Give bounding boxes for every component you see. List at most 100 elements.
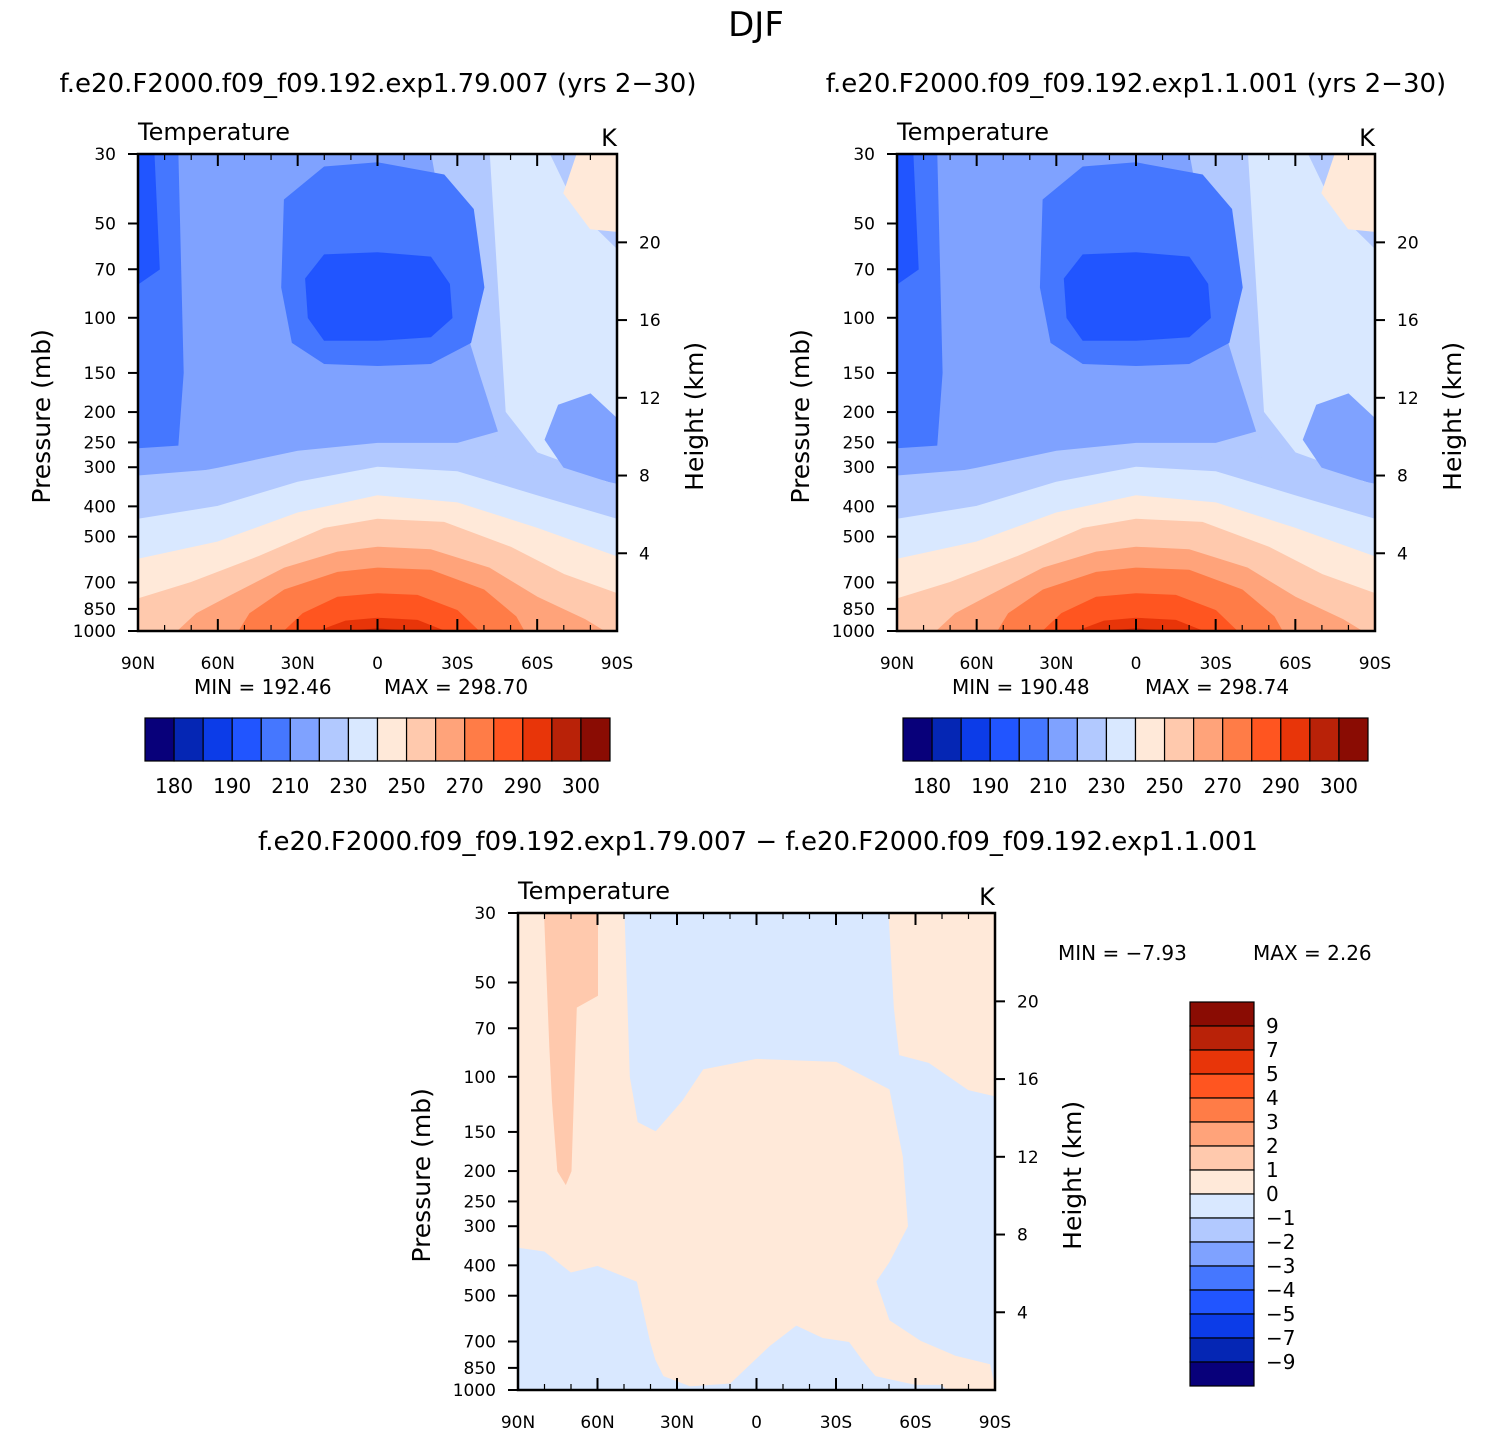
x-tick-label: 90S (601, 654, 633, 674)
x-tick-label: 30S (820, 1413, 852, 1433)
colorbar-box (902, 717, 933, 762)
colorbar-label: −5 (1266, 1302, 1295, 1326)
x-tick-label: 60N (959, 654, 993, 674)
colorbar-box (1047, 717, 1078, 762)
panel-units: K (979, 883, 996, 911)
y-tick-label: 850 (464, 1359, 496, 1379)
contour-level-9-3 (518, 913, 598, 1186)
y-tick-label: 70 (853, 260, 875, 280)
colorbar-box (1309, 717, 1340, 762)
x-tick-label: 90S (979, 1413, 1011, 1433)
panel-title: Temperature (896, 118, 1049, 146)
colorbar-label: 5 (1266, 1062, 1279, 1086)
height-tick-label: 8 (1017, 1226, 1028, 1246)
x-tick-label: 30N (1039, 654, 1073, 674)
colorbar-box (1134, 717, 1166, 762)
colorbar-box (144, 717, 175, 762)
colorbar-label: 2 (1266, 1134, 1279, 1158)
x-tick-label: 30N (280, 654, 314, 674)
height-tick-label: 8 (639, 467, 650, 487)
right-panel-subtitle: f.e20.F2000.f09_f09.192.exp1.1.001 (yrs … (826, 69, 1446, 99)
colorbar-box (1189, 1313, 1255, 1339)
y-tick-label: 30 (853, 145, 875, 165)
left-panel-subtitle: f.e20.F2000.f09_f09.192.exp1.79.007 (yrs… (60, 69, 697, 99)
colorbar-label: −2 (1266, 1230, 1295, 1254)
colorbar-box (493, 717, 524, 762)
y-tick-label: 1000 (73, 622, 116, 642)
y-tick-label: 50 (94, 214, 116, 234)
x-tick-label: 90S (1359, 654, 1391, 674)
y-tick-label: 200 (464, 1162, 496, 1182)
y-tick-label: 1000 (832, 622, 875, 642)
colorbar-label: 290 (504, 774, 542, 798)
y-tick-label: 700 (84, 573, 116, 593)
colorbar-box (1193, 717, 1224, 762)
x-tick-label: 30S (1199, 654, 1231, 674)
height-tick-label: 12 (639, 389, 661, 409)
colorbar-label: 210 (271, 774, 309, 798)
colorbar-box (260, 717, 291, 762)
colorbar-box (522, 717, 553, 762)
colorbar-label: 1 (1266, 1158, 1279, 1182)
difference-panel-subtitle: f.e20.F2000.f09_f09.192.exp1.79.007 − f.… (258, 827, 1258, 857)
height-tick-label: 20 (1017, 992, 1039, 1012)
colorbar-box (1018, 717, 1049, 762)
y-tick-label: 100 (843, 309, 875, 329)
colorbar-box (989, 717, 1020, 762)
contour-level-8-4 (563, 154, 617, 232)
colorbar-box (1222, 717, 1253, 762)
colorbar-box (376, 717, 408, 762)
colorbar-box (960, 717, 991, 762)
colorbar-label: 7 (1266, 1038, 1279, 1062)
y-axis-label: Pressure (mb) (786, 329, 815, 503)
contour-level-5-5 (1302, 393, 1375, 485)
panel-title: Temperature (137, 118, 290, 146)
min-value-text: MIN = −7.93 (1058, 941, 1187, 965)
max-value-text: MAX = 298.74 (1145, 675, 1289, 699)
colorbar-box (1076, 717, 1108, 762)
y-tick-label: 300 (464, 1217, 496, 1237)
contour-field (897, 154, 1375, 631)
height-tick-label: 20 (1397, 233, 1419, 253)
colorbar-box (435, 717, 466, 762)
colorbar-label: 300 (562, 774, 600, 798)
panel-units: K (1359, 124, 1376, 152)
colorbar: 180 190 210 230 250 270 290 300 (144, 717, 611, 798)
max-value-text: MAX = 2.26 (1253, 941, 1372, 965)
height-axis-label: Height (km) (680, 342, 709, 491)
colorbar-label: 3 (1266, 1110, 1279, 1134)
colorbar-box (318, 717, 350, 762)
colorbar-box (347, 717, 379, 762)
y-tick-label: 500 (84, 528, 116, 548)
colorbar-label: 230 (1087, 774, 1125, 798)
colorbar-box (173, 717, 204, 762)
colorbar-label: 0 (1266, 1182, 1279, 1206)
contour-level-8-1 (518, 913, 995, 1390)
height-tick-label: 20 (639, 233, 661, 253)
colorbar-box (231, 717, 262, 762)
x-tick-label: 60S (1279, 654, 1311, 674)
colorbar-box (1189, 1121, 1255, 1147)
height-tick-label: 4 (639, 544, 650, 564)
contour-level-12-16 (283, 593, 480, 631)
y-tick-label: 1000 (453, 1381, 496, 1401)
colorbar-label: 270 (1204, 774, 1242, 798)
min-value-text: MIN = 190.48 (952, 675, 1090, 699)
y-tick-label: 400 (464, 1256, 496, 1276)
x-tick-label: 30N (660, 1413, 694, 1433)
min-value-text: MIN = 192.46 (194, 675, 332, 699)
x-tick-label: 60N (580, 1413, 614, 1433)
contour-level-3-9 (305, 252, 453, 341)
colorbar-box (551, 717, 582, 762)
x-tick-label: 60N (201, 654, 235, 674)
x-tick-label: 90N (501, 1413, 535, 1433)
colorbar-box (1189, 1241, 1255, 1267)
y-tick-label: 500 (843, 528, 875, 548)
y-tick-label: 400 (84, 497, 116, 517)
colorbar-label: 4 (1266, 1086, 1279, 1110)
colorbar-box (1163, 717, 1195, 762)
y-tick-label: 400 (843, 497, 875, 517)
y-tick-label: 250 (464, 1192, 496, 1212)
